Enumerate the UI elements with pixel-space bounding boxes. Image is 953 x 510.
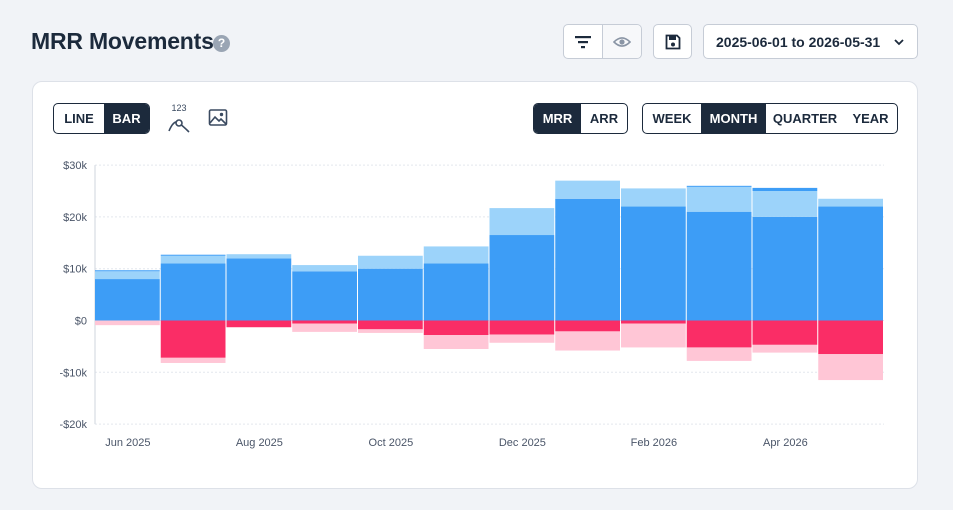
period-toggle: WEEK MONTH QUARTER YEAR bbox=[642, 103, 898, 134]
chevron-down-icon bbox=[894, 39, 904, 46]
image-icon bbox=[208, 109, 228, 126]
metric-toggle: MRR ARR bbox=[533, 103, 628, 134]
month-button[interactable]: MONTH bbox=[701, 104, 766, 133]
chart-card: LINE BAR 123 MRR ARR WEEK MONTH QUARTER … bbox=[32, 81, 918, 489]
filter-button[interactable] bbox=[564, 25, 602, 58]
date-range-select[interactable]: 2025-06-01 to 2026-05-31 bbox=[703, 24, 918, 59]
week-button[interactable]: WEEK bbox=[652, 111, 692, 126]
page-header: MRR Movements ? 2025-06-01 to 2026-05-31 bbox=[0, 0, 953, 80]
data-labels-icon bbox=[168, 119, 190, 133]
year-button[interactable]: YEAR bbox=[852, 111, 889, 126]
mrr-button[interactable]: MRR bbox=[534, 104, 581, 133]
date-range-value: 2025-06-01 to 2026-05-31 bbox=[716, 33, 881, 50]
data-labels-toggle[interactable]: 123 bbox=[168, 103, 190, 133]
eye-icon bbox=[613, 36, 631, 47]
quarter-button[interactable]: QUARTER bbox=[772, 111, 838, 126]
arr-button[interactable]: ARR bbox=[589, 111, 619, 126]
page-title: MRR Movements bbox=[31, 28, 214, 54]
help-icon[interactable]: ? bbox=[213, 35, 230, 52]
bar-mode-button[interactable]: BAR bbox=[104, 104, 149, 133]
save-button[interactable] bbox=[653, 24, 692, 59]
export-image-button[interactable] bbox=[208, 108, 228, 128]
data-labels-number: 123 bbox=[171, 103, 187, 113]
chart-mode-toggle: LINE BAR bbox=[53, 103, 150, 134]
filter-lines-icon bbox=[575, 35, 591, 48]
visibility-button[interactable] bbox=[602, 25, 641, 58]
floppy-disk-icon bbox=[665, 34, 680, 49]
view-options-group bbox=[563, 24, 642, 59]
line-mode-button[interactable]: LINE bbox=[64, 111, 94, 126]
